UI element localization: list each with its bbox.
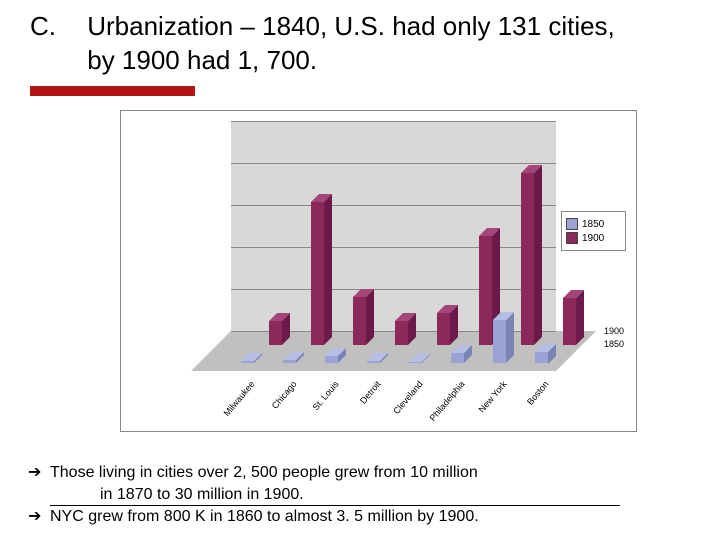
bullet-2-line1: NYC grew from 800 K in 1860 to almost 3.…: [50, 506, 700, 528]
depth-label-front: 1850: [604, 339, 624, 349]
legend-item-1850: 1850: [566, 218, 621, 230]
legend-swatch-1900: [566, 232, 578, 244]
gridline: [231, 205, 556, 206]
x-label-philadelphia: Philadelphia: [420, 379, 466, 431]
bar-1900-milwaukee: [269, 321, 282, 345]
bullet-1: ➔ Those living in cities over 2, 500 peo…: [28, 462, 700, 506]
outline-label: C.: [30, 10, 80, 44]
bar-1850-philadelphia: [451, 353, 464, 363]
x-label-cleveland: Cleveland: [378, 379, 424, 431]
bar-1900-philadelphia: [479, 236, 492, 345]
depth-label-back: 1900: [604, 326, 624, 336]
x-label-newyork: New York: [462, 379, 508, 431]
legend-label-1900: 1900: [582, 233, 604, 244]
chart-legend: 1850 1900: [561, 211, 626, 251]
bar-1900-boston: [563, 298, 576, 345]
bar-1900-detroit: [395, 321, 408, 345]
legend-label-1850: 1850: [582, 219, 604, 230]
bar-1900-newyork: [521, 173, 534, 345]
x-label-stlouis: St. Louis: [294, 379, 340, 431]
bar-1850-cleveland: [409, 362, 422, 363]
bullet-1-line2: in 1870 to 30 million in 1900.: [50, 484, 620, 507]
bullet-1-line1: Those living in cities over 2, 500 peopl…: [50, 464, 478, 481]
slide-title: C. Urbanization – 1840, U.S. had only 13…: [0, 0, 720, 78]
bar-1850-newyork: [493, 320, 506, 363]
x-label-chicago: Chicago: [252, 379, 298, 431]
bar-1850-milwaukee: [241, 361, 254, 363]
gridline: [231, 289, 556, 290]
x-label-detroit: Detroit: [336, 379, 382, 431]
bar-1850-boston: [535, 352, 548, 364]
bar-1900-cleveland: [437, 313, 450, 345]
arrow-icon: ➔: [28, 506, 50, 528]
bar-1900-chicago: [311, 202, 324, 345]
chart-wall: [231, 121, 556, 331]
gridline: [231, 247, 556, 248]
gridline: [231, 163, 556, 164]
population-chart: 0500,0001,000,0001,500,0002,000,0002,500…: [120, 110, 637, 432]
bullet-list: ➔ Those living in cities over 2, 500 peo…: [28, 462, 700, 528]
accent-bar: [30, 86, 195, 96]
arrow-icon: ➔: [28, 462, 50, 506]
gridline: [231, 121, 556, 122]
x-label-milwaukee: Milwaukee: [210, 379, 256, 431]
title-text: Urbanization – 1840, U.S. had only 131 c…: [87, 10, 647, 78]
bullet-2: ➔ NYC grew from 800 K in 1860 to almost …: [28, 506, 700, 528]
bar-1850-chicago: [283, 360, 296, 363]
legend-item-1900: 1900: [566, 232, 621, 244]
bar-1850-stlouis: [325, 356, 338, 363]
plot-area: 0500,0001,000,0001,500,0002,000,0002,500…: [191, 121, 556, 371]
bar-1850-detroit: [367, 361, 380, 363]
legend-swatch-1850: [566, 218, 578, 230]
bar-1900-stlouis: [353, 297, 366, 345]
x-label-boston: Boston: [504, 379, 550, 431]
